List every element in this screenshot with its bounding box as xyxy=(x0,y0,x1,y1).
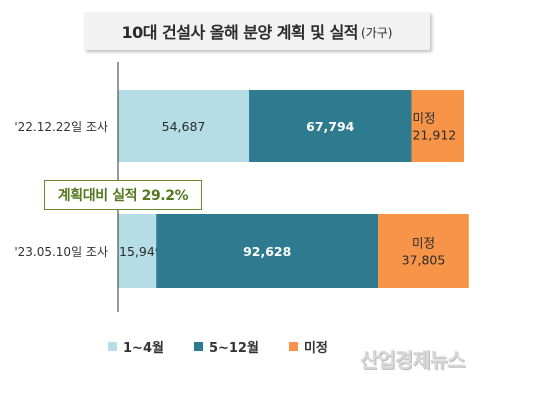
bar-segment-s1-row1 xyxy=(118,214,157,288)
legend-item-s1: 1~4월 xyxy=(108,337,164,356)
data-label-s3-row1-line0: 미정 xyxy=(412,236,435,251)
legend-swatch-s3 xyxy=(288,342,298,351)
legend-label-s2: 5~12월 xyxy=(208,341,259,356)
bar-segment-s3-row1 xyxy=(378,214,469,288)
legend-item-s3: 미정 xyxy=(288,337,328,356)
bar-segment-s2-row1 xyxy=(156,214,379,288)
data-label-s2-row1: 92,628 xyxy=(243,244,291,259)
data-label-s3-row0-line0: 미정 xyxy=(412,111,435,126)
data-label-s1-row0: 54,687 xyxy=(162,119,206,134)
legend-label-s3: 미정 xyxy=(303,341,328,356)
data-label-s2-row0: 67,794 xyxy=(306,119,355,134)
legend-swatch-s1 xyxy=(108,342,117,351)
legend-label-s1: 1~4월 xyxy=(123,341,164,356)
legend: 1~4월 5~12월 미정 xyxy=(108,337,328,356)
bar-segment-s3-row0 xyxy=(411,90,464,162)
data-label-s3-row0-line1: 21,912 xyxy=(412,128,456,143)
chart-title: 10대 건설사 올해 분양 계획 및 실적 (가구) xyxy=(84,12,430,50)
legend-item-s2: 5~12월 xyxy=(193,337,259,356)
data-label-s3-row1-line1: 37,805 xyxy=(402,253,446,268)
category-label-1: '23.05.10일 조사 xyxy=(14,245,108,259)
watermark-logo: 산업경제뉴스 xyxy=(360,348,465,372)
plan-vs-actual-annotation: 계획대비 실적 29.2% xyxy=(44,180,202,210)
chart-title-main: 10대 건설사 올해 분양 계획 및 실적 xyxy=(121,23,359,42)
category-label-0: '22.12.22일 조사 xyxy=(14,120,108,134)
bar-segment-s2-row0 xyxy=(249,90,412,162)
legend-swatch-s2 xyxy=(193,342,203,351)
chart-title-unit: (가구) xyxy=(361,26,393,40)
bar-segment-s1-row0 xyxy=(118,90,250,162)
data-label-s1-row1: 15,949 xyxy=(119,244,163,259)
